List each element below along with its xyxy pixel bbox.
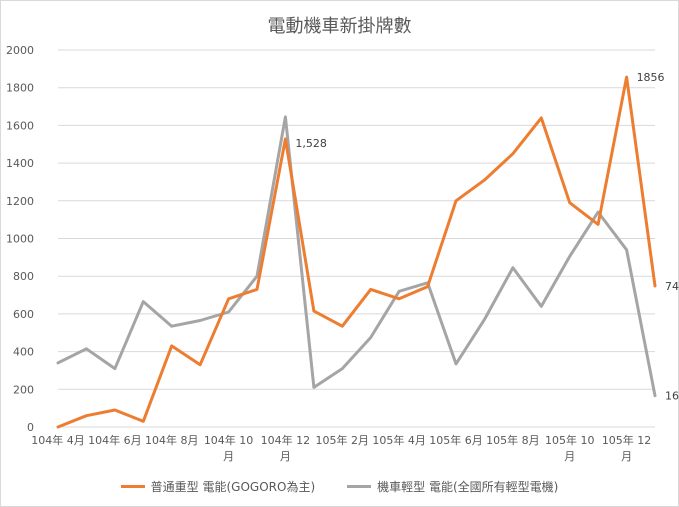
legend: 普通重型 電能(GOGORO為主) 機車輕型 電能(全國所有輕型電機) — [0, 478, 679, 495]
y-tick-label: 1000 — [6, 233, 34, 246]
x-tick-label-line: 104年 8月 — [145, 433, 199, 447]
y-tick-label: 600 — [13, 308, 34, 321]
x-tick-label: 104年 4月 — [31, 433, 85, 447]
legend-swatch-light-electric — [347, 485, 372, 488]
x-tick-label: 104年 8月 — [145, 433, 199, 447]
data-label: 1856 — [637, 71, 665, 84]
y-tick-label: 1400 — [6, 157, 34, 170]
y-tick-label: 800 — [13, 270, 34, 283]
x-tick-label: 105年 6月 — [429, 433, 483, 447]
x-tick-label-line: 104年 6月 — [88, 433, 142, 447]
x-tick-label-line: 105年 8月 — [486, 433, 540, 447]
x-tick-label-line: 105年 2月 — [316, 433, 370, 447]
legend-item-heavy-electric: 普通重型 電能(GOGORO為主) — [120, 478, 316, 495]
x-tick-label-line: 月 — [223, 450, 234, 463]
x-tick-label-line: 105年 4月 — [372, 433, 426, 447]
data-labels: 1,528 1856 748 166 — [295, 71, 679, 403]
x-tick-label-line: 105年 6月 — [429, 433, 483, 447]
x-tick-label-line: 月 — [621, 450, 632, 463]
y-tick-label: 400 — [13, 346, 34, 359]
legend-label-light-electric: 機車輕型 電能(全國所有輕型電機) — [377, 480, 559, 494]
y-tick-label: 1800 — [6, 82, 34, 95]
data-label: 748 — [665, 280, 679, 293]
x-tick-label: 104年 6月 — [88, 433, 142, 447]
legend-swatch-heavy-electric — [120, 485, 145, 488]
x-tick-label: 104年 12 月 — [261, 433, 311, 463]
x-tick-label: 105年 10 月 — [545, 433, 595, 463]
x-tick-label: 105年 12 月 — [602, 433, 652, 463]
y-tick-label: 1200 — [6, 195, 34, 208]
series-lines — [56, 75, 657, 429]
x-tick-label: 105年 4月 — [372, 433, 426, 447]
x-tick-label-line: 月 — [564, 450, 575, 463]
x-tick-label: 105年 8月 — [486, 433, 540, 447]
series-line-0 — [56, 75, 657, 429]
legend-item-light-electric: 機車輕型 電能(全國所有輕型電機) — [347, 478, 558, 495]
chart-title: 電動機車新掛牌數 — [267, 16, 412, 37]
x-tick-label-line: 105年 12 — [602, 433, 652, 447]
y-tick-label: 0 — [27, 421, 34, 434]
y-tick-label: 200 — [13, 383, 34, 396]
series-line-1 — [56, 115, 657, 398]
x-tick-label-line: 104年 10 — [204, 433, 254, 447]
x-tick-label: 104年 10 月 — [204, 433, 254, 463]
x-tick-label-line: 104年 12 — [261, 433, 311, 447]
y-tick-label: 2000 — [6, 44, 34, 57]
legend-label-heavy-electric: 普通重型 電能(GOGORO為主) — [150, 480, 316, 494]
x-tick-label-line: 105年 10 — [545, 433, 595, 447]
data-label: 166 — [665, 390, 679, 403]
y-axis-ticks: 0 200 400 600 800 1000 1200 1400 1600 1800 2000 — [6, 44, 34, 434]
y-tick-label: 1600 — [6, 119, 34, 132]
x-tick-label-line: 月 — [280, 450, 291, 463]
data-label: 1,528 — [295, 137, 327, 150]
x-tick-label: 105年 2月 — [316, 433, 370, 447]
gridlines — [58, 49, 655, 390]
x-tick-label-line: 104年 4月 — [31, 433, 85, 447]
